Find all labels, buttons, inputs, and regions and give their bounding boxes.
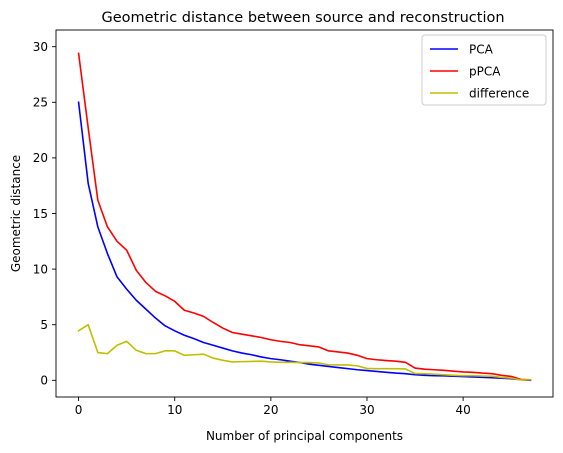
legend-label-ppca: pPCA (469, 64, 501, 78)
axes: 0 10 20 30 40 0 5 10 15 20 25 30 (33, 29, 554, 417)
y-tick-label: 10 (33, 262, 48, 276)
chart-title: Geometric distance between source and re… (101, 10, 504, 26)
x-axis-title: Number of principal components (206, 429, 403, 443)
y-tick-label: 30 (33, 40, 48, 54)
y-tick-label: 20 (33, 151, 48, 165)
y-tick-label: 25 (33, 96, 48, 110)
y-tick-label: 0 (40, 374, 48, 388)
legend-label-pca: PCA (469, 42, 494, 56)
y-tick-label: 5 (40, 318, 48, 332)
plot-area (77, 52, 532, 382)
series-line-ppca (77, 52, 532, 381)
y-axis-title: Geometric distance (9, 155, 23, 272)
legend-box (421, 34, 547, 106)
legend-label-difference: difference (469, 86, 529, 100)
y-tick-label: 15 (33, 207, 48, 221)
x-tick-label: 0 (75, 403, 83, 417)
x-tick-label: 20 (263, 403, 278, 417)
x-tick-label: 30 (359, 403, 374, 417)
legend: PCA pPCA difference (421, 34, 547, 106)
x-tick-label: 40 (455, 403, 470, 417)
series-line-pca (77, 101, 532, 382)
series-line-difference (77, 323, 532, 381)
x-tick-label: 10 (167, 403, 182, 417)
